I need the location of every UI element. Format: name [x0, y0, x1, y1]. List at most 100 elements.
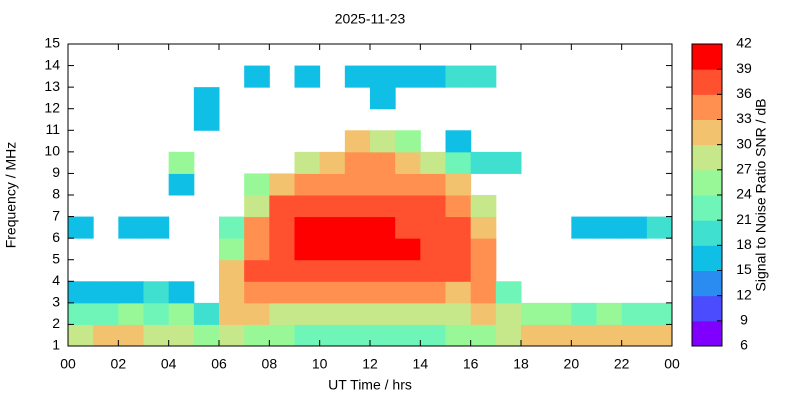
heat-cell [244, 195, 270, 218]
colorbar-tick-label: 39 [736, 60, 752, 76]
heat-cell [294, 238, 321, 261]
heat-cell [470, 216, 497, 239]
heat-cell [546, 324, 572, 347]
y-tick-label: 12 [44, 99, 60, 115]
y-tick-label: 13 [44, 78, 60, 94]
heat-cell [269, 281, 295, 304]
heat-cell [470, 238, 497, 261]
colorbar-tick-label: 30 [736, 135, 752, 151]
heat-cell [219, 216, 245, 239]
heat-cell [370, 195, 396, 218]
heat-cell [420, 324, 446, 347]
y-tick-label: 11 [45, 121, 60, 137]
x-axis-label: UT Time / hrs [328, 377, 412, 393]
y-axis-label: Frequency / MHz [3, 142, 19, 249]
heat-cell [395, 324, 421, 347]
colorbar-tick-label: 27 [736, 161, 752, 177]
heat-cell [269, 324, 295, 347]
heat-cell [370, 173, 396, 196]
colorbar-tick-label: 24 [736, 186, 752, 202]
heat-cell [370, 259, 396, 282]
y-tick-label: 10 [44, 143, 60, 159]
heat-cell [244, 238, 270, 261]
colorbar-tick-label: 21 [736, 211, 752, 227]
heat-cell [168, 281, 195, 304]
heat-cell [294, 151, 321, 174]
heat-cell [370, 87, 396, 110]
heat-cell [370, 216, 396, 239]
heat-cell [420, 259, 446, 282]
heat-cell [193, 302, 220, 325]
heat-cell [344, 173, 371, 196]
heat-cell [470, 195, 497, 218]
colorbar-swatch [692, 169, 722, 196]
heat-cell [168, 324, 195, 347]
heat-cell [193, 87, 220, 110]
heat-cell [370, 151, 396, 174]
heat-cell [646, 324, 673, 347]
heat-cell [143, 216, 170, 239]
heat-cell [244, 324, 270, 347]
heat-cell [370, 302, 396, 325]
heat-cell [93, 324, 119, 347]
heat-cell [269, 302, 295, 325]
heat-cell [344, 238, 371, 261]
y-tick-label: 2 [52, 315, 60, 331]
heat-cell [395, 130, 421, 153]
heat-cell [269, 173, 295, 196]
heat-cell [445, 281, 472, 304]
heat-cell [269, 259, 295, 282]
heat-cell [118, 281, 144, 304]
heat-cell [344, 216, 371, 239]
heat-cell [420, 216, 446, 239]
heat-cell [395, 302, 421, 325]
x-tick-label: 10 [312, 356, 328, 372]
heat-cell [319, 302, 346, 325]
heat-cell [244, 302, 270, 325]
heat-cell [621, 302, 648, 325]
colorbar-swatch [692, 69, 722, 95]
heat-cell [269, 216, 295, 239]
heat-cell [521, 324, 547, 347]
colorbar-swatch [692, 295, 722, 322]
colorbar-swatch [692, 270, 722, 297]
heat-cell [269, 195, 295, 218]
heat-cell [596, 302, 623, 325]
heat-cell [294, 173, 321, 196]
heat-cell [319, 281, 346, 304]
heat-cell [470, 151, 497, 174]
colorbar-swatch [692, 44, 722, 70]
colorbar-tick-label: 33 [736, 110, 752, 126]
heat-cell [193, 108, 220, 131]
heat-cell [344, 259, 371, 282]
heat-cell [395, 151, 421, 174]
heat-cell [395, 259, 421, 282]
heat-cell [370, 238, 396, 261]
heat-cell [294, 65, 321, 88]
heat-cell [420, 151, 446, 174]
y-tick-label: 15 [44, 35, 60, 51]
x-tick-label: 22 [614, 356, 630, 372]
heat-cell [370, 130, 396, 153]
colorbar-tick-label: 42 [736, 35, 752, 51]
heat-cell [646, 216, 673, 239]
x-tick-label: 12 [362, 356, 378, 372]
heat-cell [344, 281, 371, 304]
y-tick-label: 5 [52, 250, 60, 266]
heat-cell [118, 324, 144, 347]
heat-cell [495, 302, 522, 325]
colorbar-swatch [692, 220, 722, 246]
heat-cell [168, 173, 195, 196]
y-tick-label: 8 [52, 186, 60, 202]
heat-cell [445, 130, 472, 153]
heat-cell [344, 151, 371, 174]
heat-cell [596, 324, 623, 347]
heat-cell [219, 324, 245, 347]
heat-cell [445, 259, 472, 282]
x-tick-label: 08 [262, 356, 278, 372]
x-tick-label: 14 [413, 356, 429, 372]
heat-cell [244, 281, 270, 304]
heat-cell [319, 324, 346, 347]
heat-cell [445, 238, 472, 261]
